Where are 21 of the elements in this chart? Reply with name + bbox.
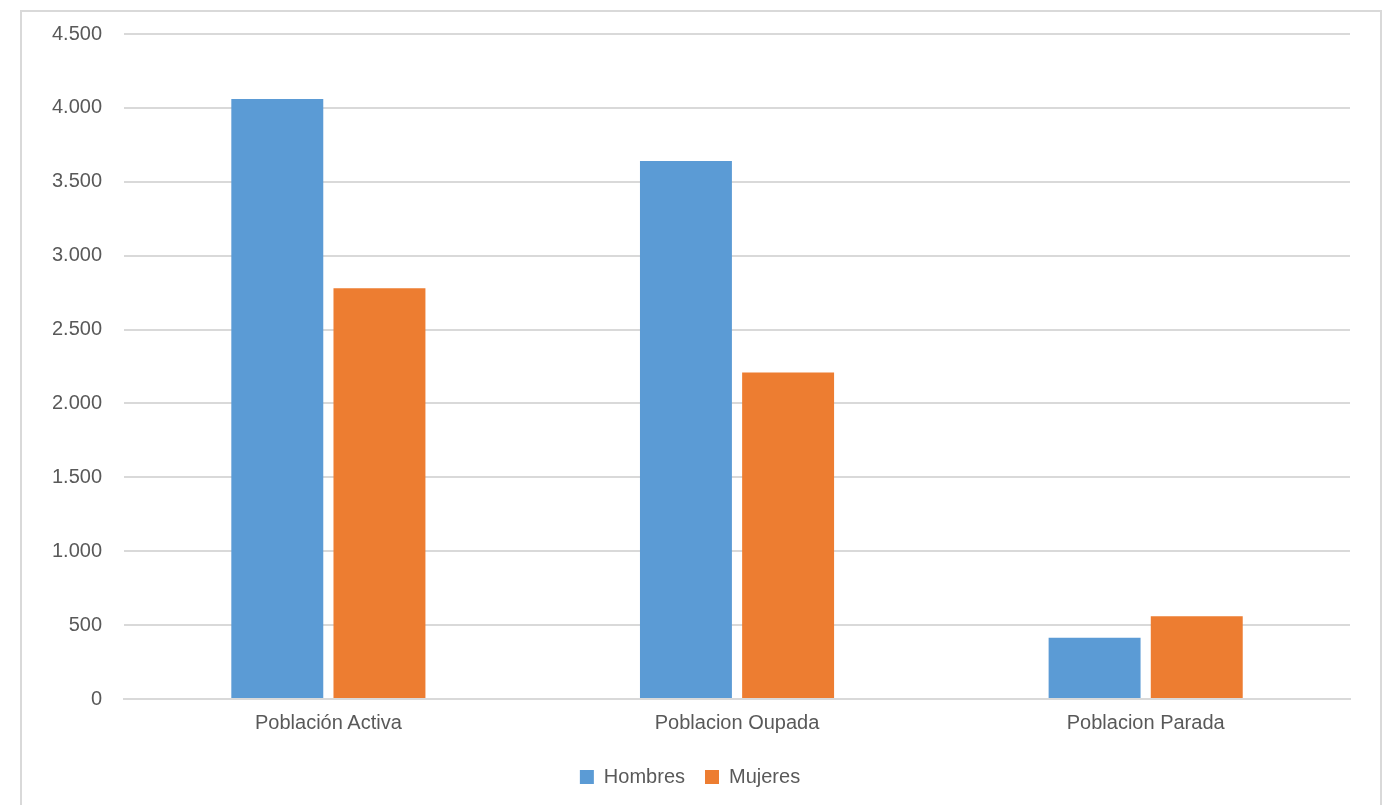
y-tick-label: 3.000: [51, 243, 103, 266]
y-tick-label: 0: [90, 686, 103, 709]
bar: [231, 99, 324, 698]
y-tick-label: 2.000: [51, 390, 103, 413]
y-tick-label: 1.500: [51, 464, 103, 487]
bar: [333, 288, 426, 698]
x-tick-label: Poblacion Parada: [1066, 710, 1226, 733]
y-tick-label: 1.000: [51, 538, 103, 561]
y-tick-label: 2.500: [51, 317, 103, 340]
bar: [742, 372, 835, 698]
x-tick-label: Poblacion Oupada: [654, 710, 821, 733]
y-tick-label: 3.500: [51, 169, 103, 192]
bar: [639, 161, 732, 698]
legend-label: Mujeres: [729, 764, 801, 787]
bar: [1150, 616, 1243, 698]
bar: [1048, 637, 1141, 698]
x-tick-label: Población Activa: [254, 710, 403, 733]
legend-label: Hombres: [603, 764, 686, 787]
y-tick-label: 4.500: [51, 21, 103, 44]
y-tick-label: 4.000: [51, 95, 103, 118]
y-tick-label: 500: [68, 612, 103, 635]
